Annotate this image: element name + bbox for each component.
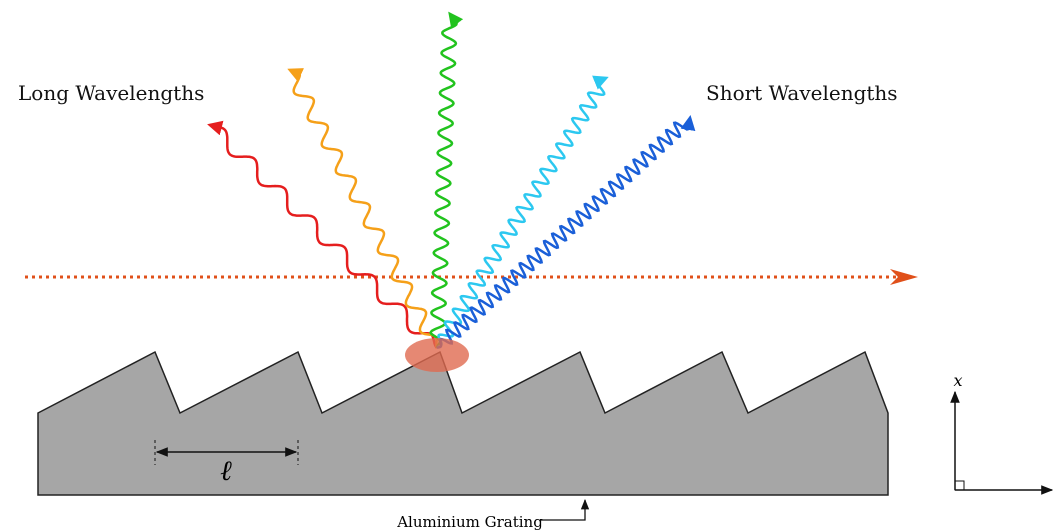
waves	[207, 11, 696, 350]
spot	[405, 338, 469, 372]
right-angle	[954, 480, 965, 491]
grating-leader	[540, 498, 590, 521]
grating	[37, 350, 889, 496]
wave	[436, 75, 609, 349]
period-label: ℓ	[220, 454, 232, 487]
axis-label: x	[953, 371, 962, 390]
grating-label: Aluminium Grating	[396, 513, 543, 531]
incident-arrowhead	[890, 269, 918, 285]
wave	[436, 115, 696, 350]
wave	[207, 120, 438, 349]
wave	[429, 11, 464, 349]
short-label: Short Wavelengths	[706, 81, 898, 105]
wave	[287, 68, 439, 349]
long-label: Long Wavelengths	[18, 81, 204, 105]
